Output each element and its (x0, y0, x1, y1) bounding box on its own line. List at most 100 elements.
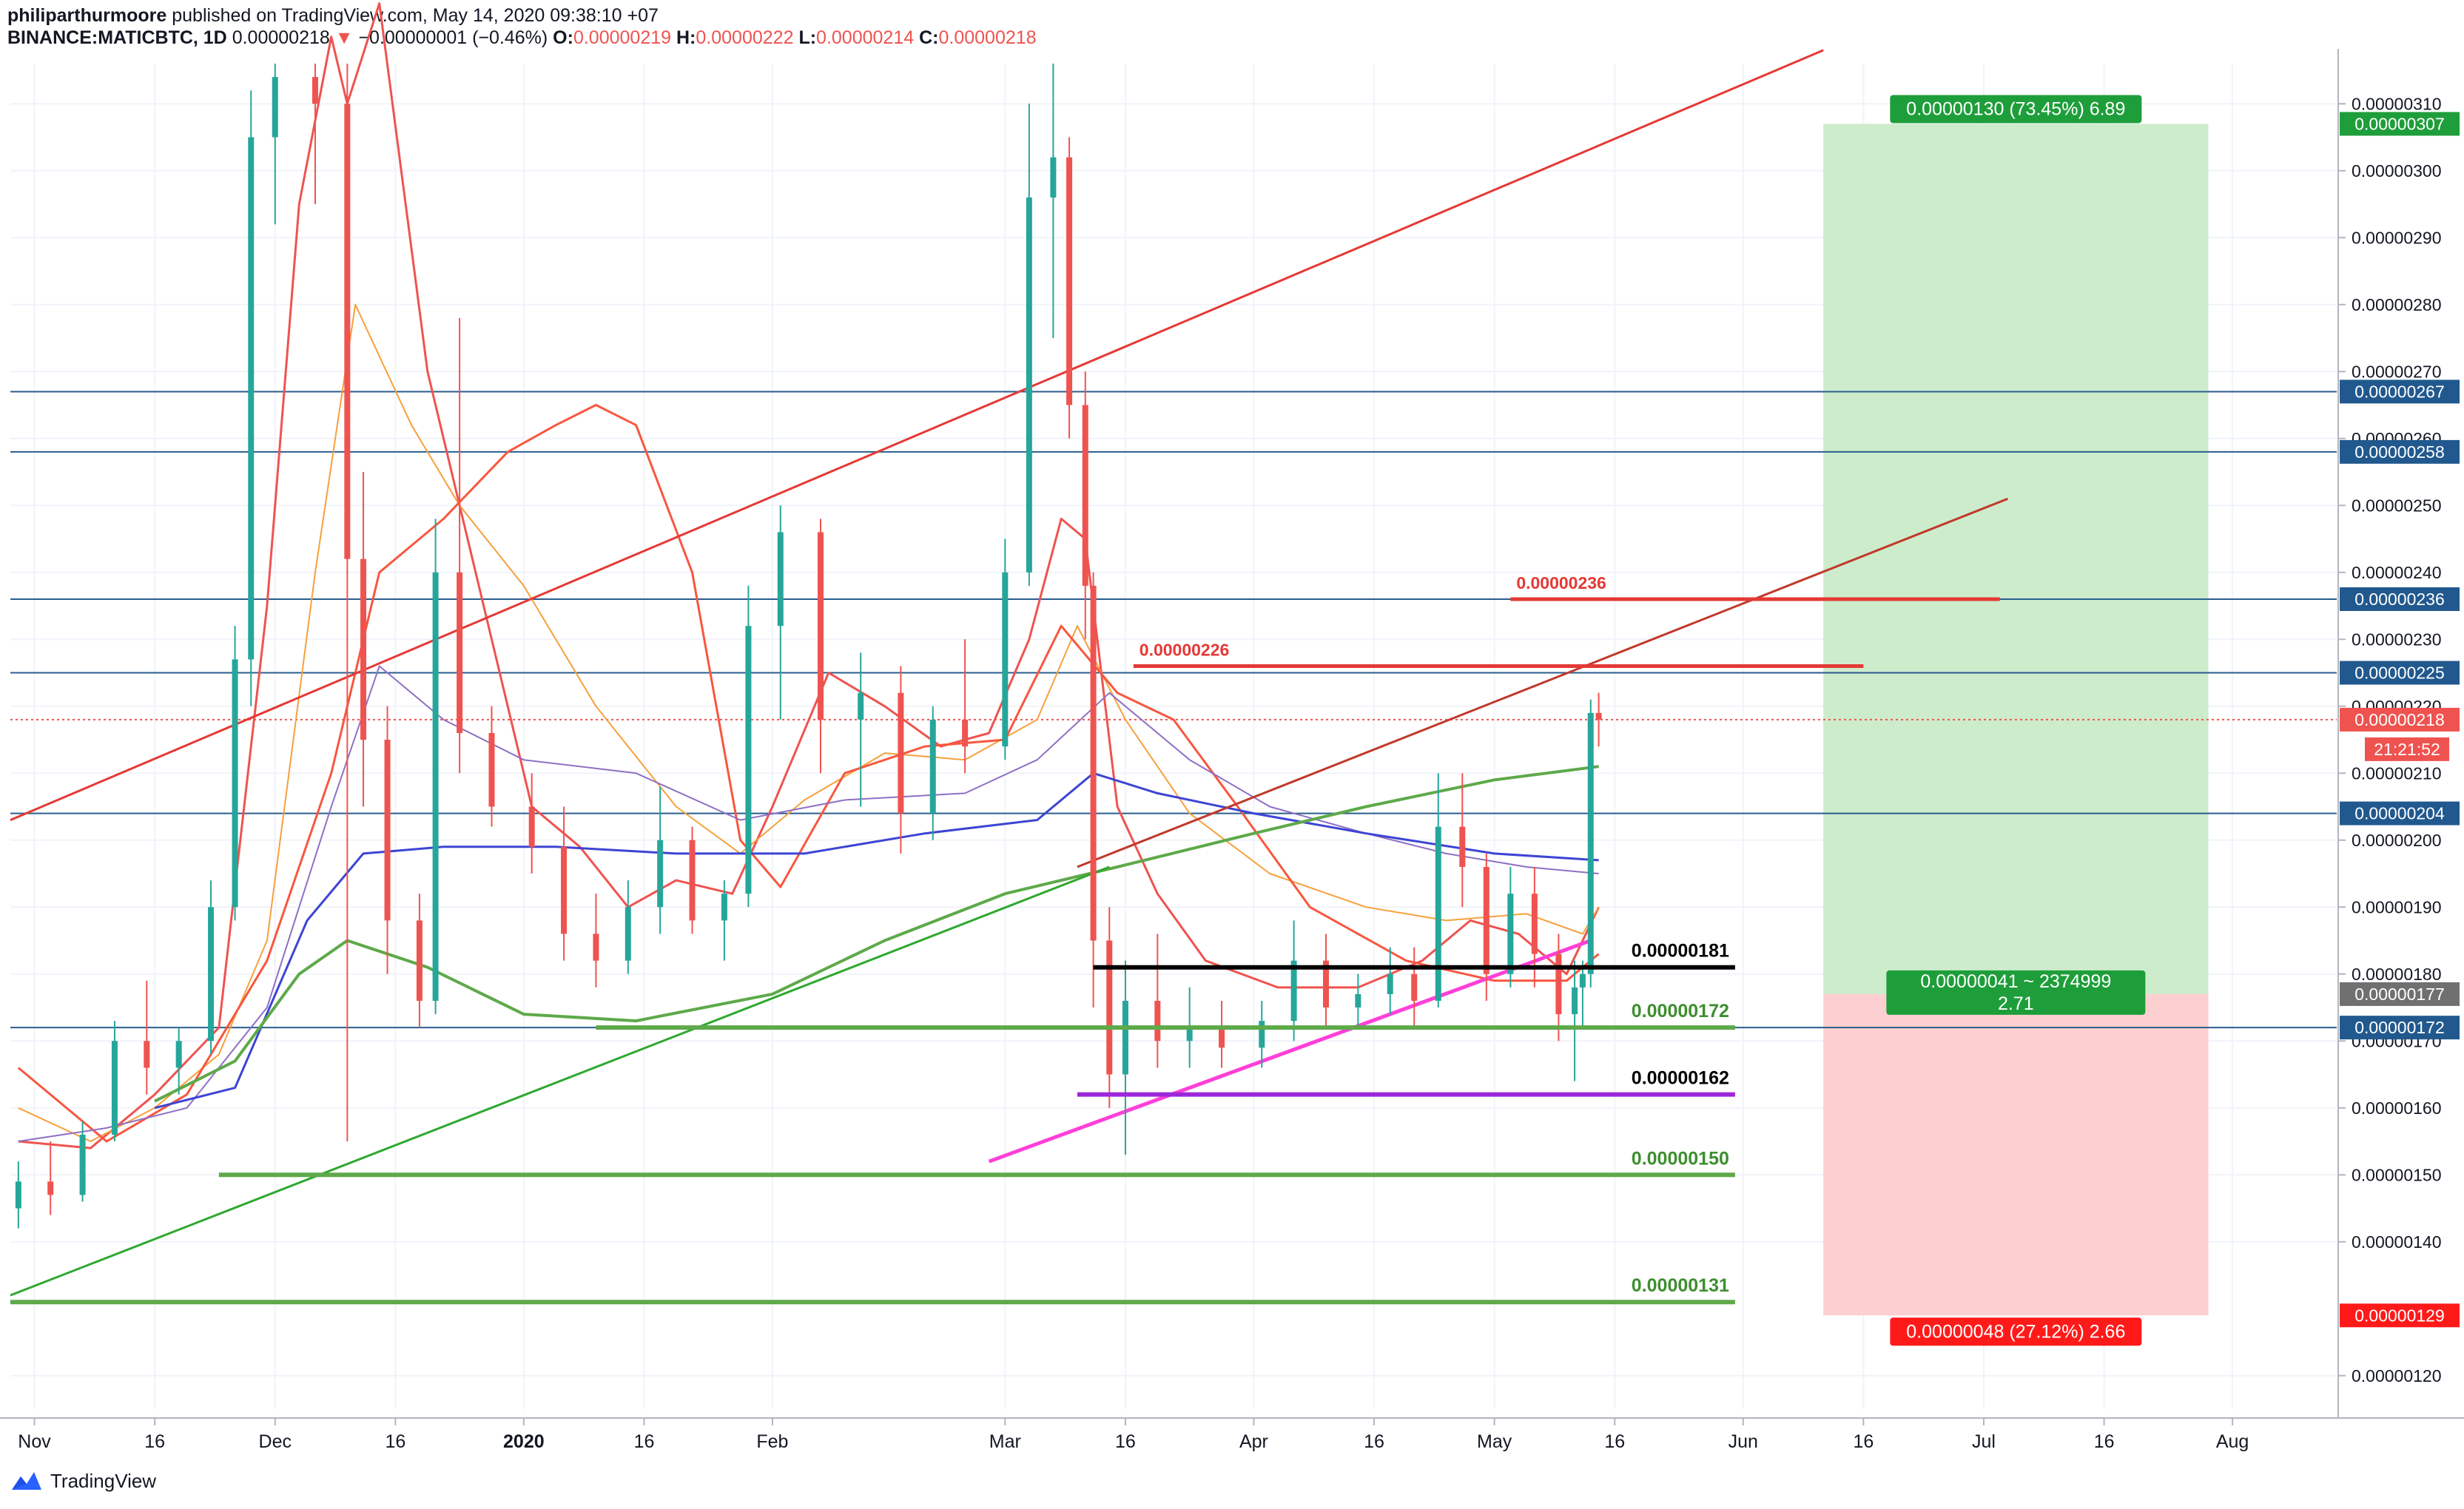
price-axis-badge: 0.00000307 (2340, 112, 2460, 136)
price-tick-label: 0.00000210 (2352, 763, 2442, 783)
trendline[interactable] (1077, 497, 2009, 868)
time-tick-label: 16 (1364, 1431, 1384, 1452)
candle (745, 585, 752, 908)
price-axis-badge: 0.00000225 (2340, 661, 2460, 685)
price-tick-label: 0.00000200 (2352, 831, 2442, 850)
price-tick-label: 0.00000270 (2352, 362, 2442, 381)
tradingview-brand[interactable]: TradingView (50, 1469, 157, 1492)
level-segment[interactable]: 0.00000181 (1093, 941, 1735, 970)
level-segment[interactable]: 0.00000226 (1133, 640, 1864, 668)
time-tick-label: 2020 (503, 1431, 545, 1452)
candle (625, 880, 631, 974)
candle (144, 980, 150, 1095)
level-segment[interactable]: 0.00000236 (1510, 573, 2000, 601)
level-segment[interactable]: 0.00000150 (218, 1148, 1735, 1178)
candle (1483, 853, 1489, 1001)
high-label: H: (676, 27, 696, 48)
time-tick-label: Jun (1728, 1431, 1758, 1452)
level-label: 0.00000181 (1632, 941, 1729, 962)
candle (1459, 773, 1466, 908)
level-label: 0.00000226 (1140, 640, 1230, 659)
svg-text:0.00000218: 0.00000218 (2354, 710, 2445, 729)
level-label: 0.00000150 (1632, 1148, 1729, 1169)
price-tick-label: 0.00000150 (2352, 1165, 2442, 1184)
candle (457, 317, 463, 774)
low-label: L: (798, 27, 817, 48)
candle (232, 626, 238, 921)
level-label: 0.00000131 (1632, 1275, 1729, 1296)
loss-label: 0.00000048 (27.12%) 2.66 (1890, 1317, 2142, 1346)
price-tick-label: 0.00000140 (2352, 1232, 2442, 1252)
candle (47, 1141, 54, 1215)
time-tick-label: 16 (144, 1431, 165, 1452)
moving-averages (17, 2, 1600, 1150)
candle (432, 519, 439, 1015)
level-label: 0.00000162 (1632, 1068, 1729, 1089)
candle (962, 639, 969, 774)
candle (561, 806, 568, 961)
price-axis-badge: 0.00000218 (2340, 707, 2460, 732)
price-tick-label: 0.00000310 (2352, 94, 2442, 113)
price-tick-label: 0.00000190 (2352, 897, 2442, 916)
candle (817, 519, 824, 774)
profit-zone[interactable] (1823, 124, 2209, 994)
open-label: O: (553, 27, 573, 48)
price-tick-label: 0.00000230 (2352, 629, 2442, 649)
price-axis-badge: 0.00000258 (2340, 439, 2460, 464)
price-tick-label: 0.00000120 (2352, 1366, 2442, 1385)
candle (488, 706, 495, 827)
countdown-badge: 21:21:52 (2365, 737, 2449, 761)
low-value: 0.00000214 (816, 27, 915, 48)
arrow-down-icon: ▼ (334, 27, 354, 48)
candle (1435, 773, 1441, 1008)
tradingview-logo-icon[interactable] (10, 1468, 43, 1494)
price-tick-label: 0.00000280 (2352, 295, 2442, 314)
trendline[interactable] (10, 865, 1110, 1297)
time-tick-label: Dec (259, 1431, 292, 1452)
candle (1411, 947, 1418, 1028)
candle (1290, 920, 1297, 1042)
candle (1387, 947, 1393, 1015)
svg-text:0.00000048 (27.12%) 2.66: 0.00000048 (27.12%) 2.66 (1906, 1321, 2125, 1342)
change-value: −0.00000001 (−0.46%) (358, 27, 548, 48)
symbol-label[interactable]: BINANCE:MATICBTC, 1D (7, 27, 227, 48)
candle (208, 880, 215, 1055)
candle (175, 1027, 182, 1095)
time-tick-label: 16 (2094, 1431, 2115, 1452)
level-segment[interactable]: 0.00000131 (10, 1275, 1735, 1305)
price-axis-badge: 0.00000267 (2340, 379, 2460, 404)
price-tick-label: 0.00000300 (2352, 161, 2442, 180)
time-tick-label: 16 (1604, 1431, 1625, 1452)
trendline[interactable] (10, 49, 1824, 822)
candle (111, 1021, 118, 1142)
author-name[interactable]: philiparthurmoore (7, 5, 167, 26)
candle (1355, 973, 1361, 1028)
candle (1579, 960, 1586, 1028)
candle (344, 64, 351, 1142)
candle (1322, 934, 1329, 1028)
publish-line: philiparthurmoore published on TradingVi… (7, 4, 1117, 27)
time-tick-label: 16 (1853, 1431, 1874, 1452)
open-value: 0.00000219 (573, 27, 672, 48)
axes: 0.00000310 0.00000300 0.00000290 0.00000280… (0, 49, 2464, 1452)
trendlines[interactable] (10, 49, 2009, 1297)
level-segment[interactable]: 0.00000162 (1077, 1068, 1735, 1097)
trendline[interactable] (988, 939, 1592, 1164)
svg-text:0.00000307: 0.00000307 (2354, 114, 2445, 133)
svg-text:0.00000236: 0.00000236 (2354, 590, 2445, 609)
svg-text:2.71: 2.71 (1998, 993, 2034, 1014)
candle (1219, 1000, 1225, 1068)
candle (929, 706, 936, 840)
level-segments[interactable]: 0.00000226 0.00000236 0.00000181 0.00000172… (10, 573, 2000, 1305)
candle (248, 90, 255, 706)
time-tick-label: 16 (1115, 1431, 1136, 1452)
high-value: 0.00000222 (696, 27, 794, 48)
price-axis-badge: 0.00000172 (2340, 1016, 2460, 1040)
loss-zone[interactable] (1823, 993, 2209, 1316)
level-segment[interactable]: 0.00000172 (596, 1001, 1735, 1030)
svg-text:0.00000225: 0.00000225 (2354, 664, 2445, 683)
candle (1555, 934, 1562, 1042)
close-label: C: (919, 27, 939, 48)
position-tool[interactable] (1823, 124, 2209, 1316)
